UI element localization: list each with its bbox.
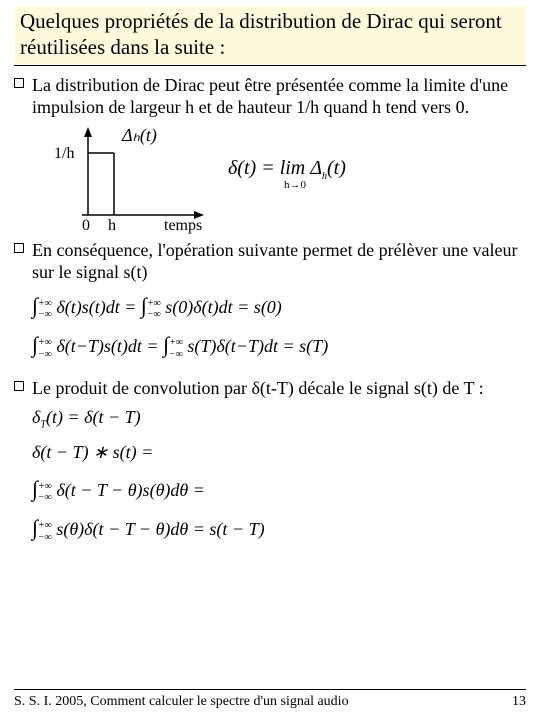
limit-sub: h→0 [284,179,306,191]
bullet-3: Le produit de convolution par δ(t-T) déc… [14,377,526,400]
footer: S. S. I. 2005, Comment calculer le spect… [14,689,526,710]
bullet-1-text: La distribution de Dirac peut être prése… [32,74,526,119]
y-label: 1/h [54,145,74,163]
x-h: h [108,217,116,235]
pulse-diagram: 1/h Δₕ(t) 0 h temps δ(t) = lim Δh(t) h→0 [58,123,526,233]
equation-2b: ∫+∞−∞ δ(t−T)s(t)dt = ∫+∞−∞ s(T)δ(t−T)dt … [32,327,526,363]
bullet-square-icon [14,78,24,88]
equation-3b: δ(t − T) ∗ s(t) = [32,438,526,467]
title-text: Quelques propriétés de la distribution d… [20,8,520,61]
equation-3d: ∫+∞−∞ s(θ)δ(t − T − θ)dθ = s(t − T) [32,510,526,546]
equation-2a: ∫+∞−∞ δ(t)s(t)dt = ∫+∞−∞ s(0)δ(t)dt = s(… [32,288,526,324]
limit-equation: δ(t) = lim Δh(t) h→0 [228,157,346,182]
equation-3c: ∫+∞−∞ δ(t − T − θ)s(θ)dθ = [32,471,526,507]
equation-3a: δT(t) = δ(t − T) [32,403,526,434]
bullet-2: En conséquence, l'opération suivante per… [14,239,526,284]
x-axis-label: temps [164,217,202,235]
bullet-2-text: En conséquence, l'opération suivante per… [32,239,526,284]
bullet-square-icon [14,381,24,391]
page-number: 13 [512,694,526,710]
slide-title: Quelques propriétés de la distribution d… [14,6,526,66]
delta-label: Δₕ(t) [122,125,157,146]
footer-left: S. S. I. 2005, Comment calculer le spect… [14,694,349,710]
bullet-square-icon [14,243,24,253]
bullet-1: La distribution de Dirac peut être prése… [14,74,526,119]
x-origin: 0 [82,217,90,235]
bullet-3-text: Le produit de convolution par δ(t-T) déc… [32,377,526,400]
